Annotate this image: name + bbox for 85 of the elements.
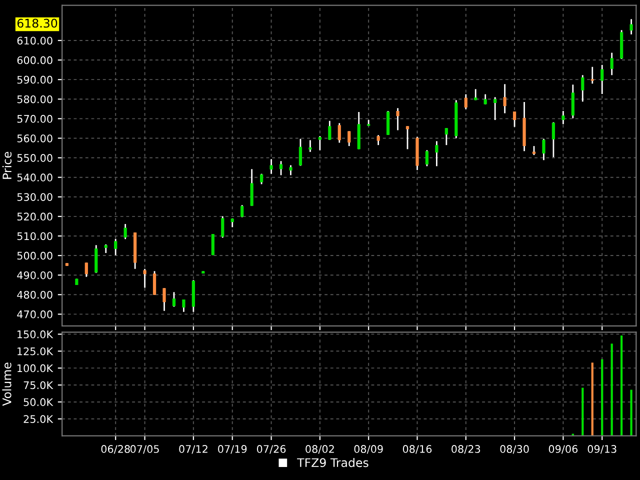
y-axis-title: Volume bbox=[2, 362, 12, 406]
candlestick bbox=[143, 268, 146, 288]
candlestick bbox=[182, 298, 186, 313]
candlestick bbox=[435, 140, 438, 167]
bar bbox=[601, 359, 604, 436]
annotation: 618.30 bbox=[17, 18, 58, 28]
bar bbox=[591, 362, 594, 436]
y-tick-label: 560.00 bbox=[17, 134, 52, 142]
x-tick-label: 07/05 bbox=[130, 445, 159, 454]
candlestick bbox=[172, 291, 176, 308]
candlestick bbox=[328, 120, 332, 140]
bar bbox=[582, 388, 584, 436]
candlestick bbox=[552, 122, 556, 158]
candlestick bbox=[610, 52, 614, 76]
candlestick bbox=[406, 125, 410, 150]
candlestick bbox=[211, 233, 214, 256]
candlestick bbox=[630, 18, 633, 36]
candlestick bbox=[250, 168, 254, 207]
y-tick-label: 490.00 bbox=[17, 271, 52, 280]
candlestick bbox=[240, 204, 244, 218]
x-tick-label: 08/23 bbox=[452, 445, 480, 454]
candlestick bbox=[376, 134, 380, 146]
y-tick-label: 125.0K bbox=[18, 347, 54, 356]
y-tick-label: 580.00 bbox=[17, 95, 52, 104]
candlestick bbox=[221, 216, 224, 238]
candlestick bbox=[571, 84, 574, 119]
candlestick bbox=[338, 122, 341, 144]
candlestick bbox=[114, 238, 118, 256]
candlestick bbox=[494, 96, 497, 121]
candlestick bbox=[260, 173, 264, 185]
y-tick-label: 540.00 bbox=[17, 174, 52, 182]
candlestick bbox=[348, 130, 351, 147]
x-tick-label: 09/13 bbox=[588, 445, 616, 454]
y-tick-label: 600.00 bbox=[17, 56, 52, 64]
y-tick-label: 590.00 bbox=[17, 76, 52, 84]
y-tick-label: 470.00 bbox=[17, 310, 52, 318]
candlestick bbox=[318, 135, 322, 151]
candlestick bbox=[152, 270, 156, 296]
y-tick-label: 100.0K bbox=[18, 364, 54, 372]
y-axis-title: Price bbox=[2, 152, 12, 179]
candlestick bbox=[542, 138, 546, 161]
candlestick bbox=[124, 223, 127, 240]
y-tick-label: 75.0K bbox=[24, 381, 54, 390]
y-tick-label: 480.00 bbox=[17, 290, 52, 299]
x-tick-label: 07/26 bbox=[256, 445, 286, 454]
x-tick-label: 09/06 bbox=[548, 445, 578, 454]
candlestick bbox=[444, 127, 448, 146]
candlestick bbox=[600, 64, 604, 95]
candlestick bbox=[279, 160, 283, 176]
y-tick-label: 530.00 bbox=[17, 193, 52, 201]
bar bbox=[620, 336, 623, 436]
y-tick-label: 500.00 bbox=[17, 252, 52, 260]
bar bbox=[610, 344, 613, 436]
candlestick bbox=[84, 262, 88, 278]
candlestick bbox=[386, 110, 390, 136]
x-tick-label: 08/02 bbox=[306, 445, 334, 454]
candlestick bbox=[298, 138, 302, 166]
candlestick bbox=[396, 107, 400, 131]
bar bbox=[630, 390, 632, 436]
candlestick bbox=[512, 110, 516, 128]
x-tick-label: 08/09 bbox=[354, 445, 383, 454]
y-tick-label: 610.00 bbox=[17, 36, 52, 45]
y-tick-label: 570.00 bbox=[17, 114, 52, 123]
y-tick-label: 150.0K bbox=[18, 330, 54, 338]
y-tick-label: 25.0K bbox=[24, 415, 54, 424]
x-tick-label: 06/28 bbox=[101, 445, 130, 454]
candlestick bbox=[581, 74, 584, 102]
candlestick bbox=[270, 158, 273, 175]
x-tick-label: 08/30 bbox=[500, 445, 529, 454]
x-tick-label: 08/16 bbox=[402, 445, 432, 454]
candlestick bbox=[162, 287, 166, 312]
candlestick bbox=[308, 139, 312, 153]
x-tick-label: 07/19 bbox=[218, 445, 247, 454]
candlestick bbox=[590, 66, 594, 84]
candlestick bbox=[503, 83, 506, 114]
y-tick-label: 550.00 bbox=[17, 154, 52, 162]
y-tick-label: 510.00 bbox=[17, 232, 52, 240]
candlestick bbox=[425, 149, 429, 167]
y-tick-label: 520.00 bbox=[17, 212, 52, 221]
text: TFZ9 Trades bbox=[297, 458, 368, 468]
y-tick-label: 50.0K bbox=[24, 398, 54, 406]
candlestick bbox=[562, 110, 565, 125]
candlestick bbox=[289, 164, 292, 176]
candlestick bbox=[464, 94, 468, 110]
x-tick-label: 07/12 bbox=[179, 445, 208, 454]
